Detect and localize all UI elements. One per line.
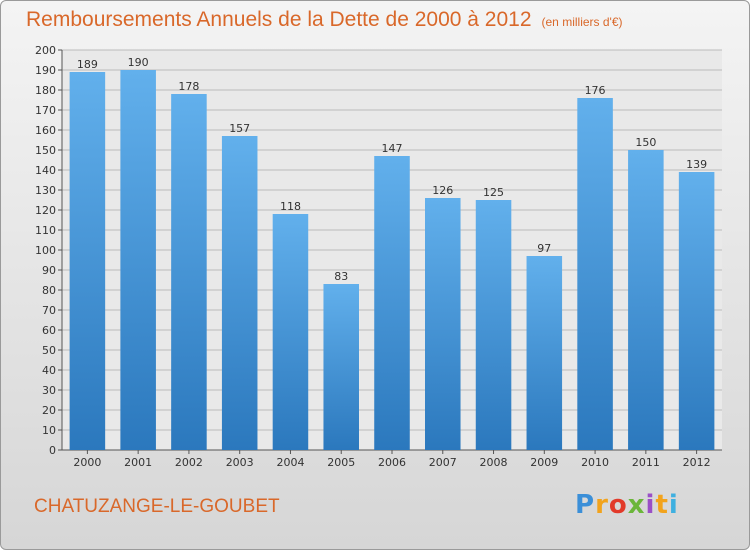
chart-unit-note: (en milliers d'€) [541, 15, 623, 29]
commune-name: CHATUZANGE-LE-GOUBET [34, 496, 280, 517]
bar-value-label: 147 [382, 142, 403, 155]
x-tick-label: 2005 [327, 456, 355, 469]
bar [221, 136, 258, 450]
bar-value-label: 125 [483, 186, 504, 199]
y-tick-label: 40 [42, 364, 56, 377]
bar [577, 98, 613, 450]
y-tick-label: 120 [35, 204, 56, 217]
x-tick-label: 2009 [530, 456, 558, 469]
y-tick-label: 190 [35, 64, 56, 77]
x-tick-label: 2006 [378, 456, 406, 469]
chart-title-text: Remboursements Annuels de la Dette de 20… [26, 8, 532, 31]
x-tick-label: 2001 [124, 456, 152, 469]
bar [475, 200, 512, 450]
y-tick-label: 20 [42, 404, 56, 417]
x-tick-label: 2000 [73, 456, 101, 469]
bar-value-label: 126 [432, 184, 453, 197]
x-tick-label: 2004 [276, 456, 304, 469]
y-tick-label: 100 [35, 244, 56, 257]
logo-letter: i [645, 490, 656, 520]
bar [678, 172, 715, 450]
y-tick-label: 200 [35, 44, 56, 57]
y-tick-label: 170 [35, 104, 56, 117]
x-tick-label: 2007 [429, 456, 457, 469]
bar [628, 150, 664, 450]
logo-letter: x [627, 490, 646, 520]
y-tick-label: 50 [42, 344, 56, 357]
bar [526, 256, 563, 450]
logo-letter: o [608, 490, 628, 520]
bar-value-label: 189 [77, 58, 98, 71]
y-tick-label: 0 [49, 444, 56, 457]
bar-value-label: 139 [686, 158, 707, 171]
proxiti-logo: Proxiti [575, 490, 679, 520]
y-tick-label: 90 [42, 264, 56, 277]
bar-value-label: 176 [585, 84, 606, 97]
y-tick-label: 30 [42, 384, 56, 397]
bar [323, 284, 359, 450]
x-tick-label: 2008 [480, 456, 508, 469]
y-tick-label: 180 [35, 84, 56, 97]
x-tick-label: 2003 [226, 456, 254, 469]
y-tick-label: 140 [35, 164, 56, 177]
bar-value-label: 157 [229, 122, 250, 135]
y-tick-label: 110 [35, 224, 56, 237]
y-tick-label: 130 [35, 184, 56, 197]
logo-letter: i [668, 490, 679, 520]
bar [69, 72, 106, 450]
x-tick-label: 2010 [581, 456, 609, 469]
bar-value-label: 178 [178, 80, 199, 93]
y-tick-label: 150 [35, 144, 56, 157]
x-tick-label: 2011 [632, 456, 660, 469]
bar [425, 198, 461, 450]
chart-title: Remboursements Annuels de la Dette de 20… [26, 8, 623, 32]
x-tick-label: 2012 [683, 456, 711, 469]
bar-value-label: 150 [635, 136, 656, 149]
logo-letter: t [655, 490, 669, 520]
bar [171, 94, 207, 450]
bar [374, 156, 410, 450]
y-tick-label: 60 [42, 324, 56, 337]
bar [120, 70, 156, 450]
y-tick-label: 70 [42, 304, 56, 317]
y-tick-label: 10 [42, 424, 56, 437]
bar-value-label: 118 [280, 200, 301, 213]
y-tick-label: 80 [42, 284, 56, 297]
logo-letter: r [595, 490, 609, 520]
bar [272, 214, 309, 450]
logo-letter: P [575, 490, 596, 520]
y-tick-label: 160 [35, 124, 56, 137]
bar-value-label: 97 [537, 242, 551, 255]
x-tick-label: 2002 [175, 456, 203, 469]
bar-value-label: 83 [334, 270, 348, 283]
bar-value-label: 190 [128, 56, 149, 69]
